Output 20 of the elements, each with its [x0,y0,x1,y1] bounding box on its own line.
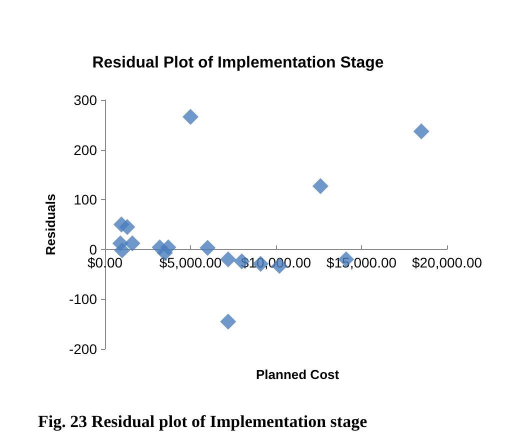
point [182,108,198,125]
x-axis-title: Planned Cost [256,367,340,382]
caption: Fig. 23 Residual plot of Implementation stage [38,412,368,431]
point [200,240,216,256]
y-tick-label: 300 [74,92,98,108]
point [124,235,140,252]
point [220,251,236,268]
y-axis-title: Residuals [43,194,58,256]
point [312,178,328,194]
y-tick-label: 200 [74,142,98,158]
y-tick-label: 100 [74,192,98,208]
x-tick-label: $20,000.00 [412,254,482,270]
y-tick-label: -100 [68,291,98,308]
point [119,218,136,235]
x-tick-label: $5,000.00 [159,254,222,270]
y-tick-label: -200 [68,341,98,357]
point [413,123,430,140]
chart-title: Residual Plot of Implementation Stage [92,54,384,72]
point [114,242,130,258]
point [220,314,236,330]
